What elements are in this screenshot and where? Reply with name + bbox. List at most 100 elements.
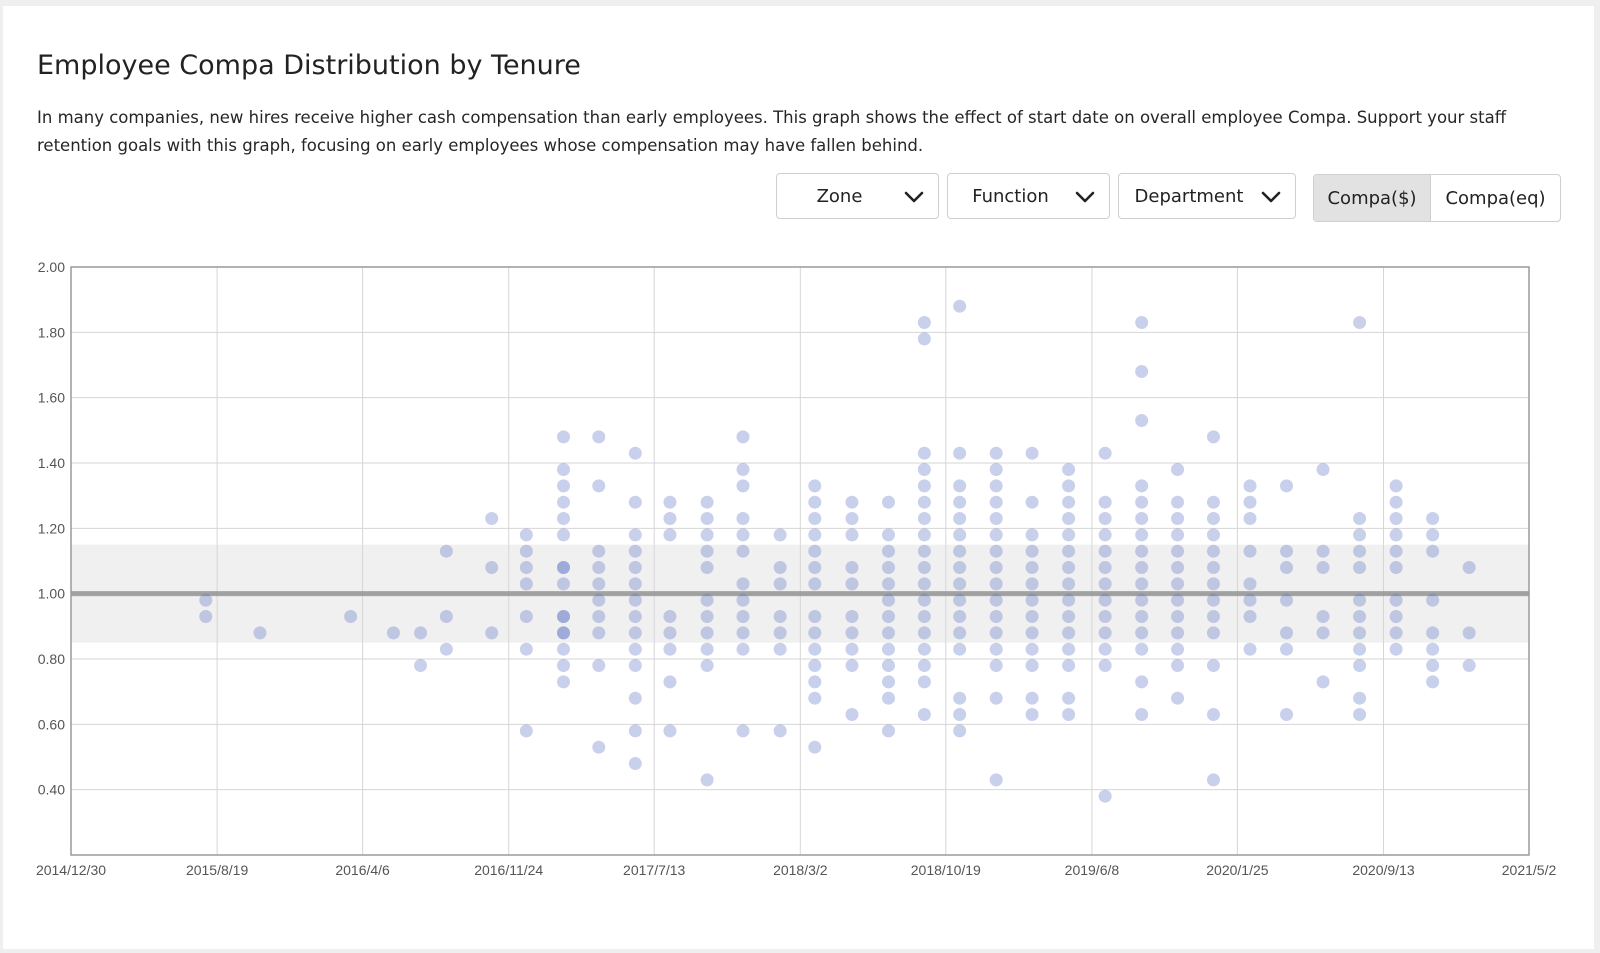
data-point [557,495,571,509]
data-point [485,561,499,575]
x-tick-label: 2018/10/19 [911,862,981,878]
data-point [953,561,967,575]
data-point [557,626,571,640]
data-point [989,561,1003,575]
y-tick-label: 1.00 [38,586,65,602]
data-point [1135,610,1149,624]
data-point [1098,626,1112,640]
data-point [845,642,859,656]
data-point [917,708,931,722]
data-point [1280,642,1294,656]
data-point [1280,479,1294,493]
function-filter-dropdown[interactable]: Function [947,173,1110,219]
data-point [592,430,606,444]
data-point [917,316,931,330]
data-point [1353,659,1367,673]
compa-eq-toggle[interactable]: Compa(eq) [1445,187,1546,209]
data-point [1206,610,1220,624]
data-point [773,642,787,656]
data-point [953,479,967,493]
department-filter-dropdown[interactable]: Department [1118,173,1296,219]
data-point [592,626,606,640]
data-point [989,528,1003,542]
data-point [628,593,642,607]
data-point [557,479,571,493]
data-point [519,642,533,656]
data-point [199,610,213,624]
y-tick-label: 2.00 [38,259,65,275]
x-tick-label: 2018/3/2 [773,862,828,878]
y-tick-label: 1.20 [38,520,65,536]
data-point [1243,495,1257,509]
data-point [1206,773,1220,787]
zone-filter-dropdown[interactable]: Zone [776,173,939,219]
data-point [1025,495,1039,509]
data-point [989,577,1003,591]
data-point [881,626,895,640]
data-point [773,610,787,624]
data-point [1098,577,1112,591]
x-tick-label: 2020/9/13 [1352,862,1414,878]
data-point [1353,316,1367,330]
data-point [808,642,822,656]
data-point [592,577,606,591]
data-point [1062,479,1076,493]
data-point [628,757,642,771]
function-filter-label: Function [972,186,1049,207]
data-point [519,577,533,591]
page-title: Employee Compa Distribution by Tenure [37,50,581,81]
x-tick-label: 2015/8/19 [186,862,248,878]
chevron-down-icon [1075,191,1095,203]
data-point [1025,528,1039,542]
compa-dollar-toggle[interactable]: Compa($) [1314,175,1432,221]
data-point [1062,544,1076,558]
data-point [736,577,750,591]
data-point [953,593,967,607]
data-point [917,463,931,477]
data-point [1135,577,1149,591]
data-point [557,528,571,542]
data-point [1206,528,1220,542]
data-point [519,544,533,558]
data-point [1062,577,1076,591]
data-point [485,512,499,526]
data-point [1316,626,1330,640]
data-point [1062,691,1076,705]
data-point [881,610,895,624]
data-point [1353,708,1367,722]
data-point [1025,626,1039,640]
x-tick-label: 2019/6/8 [1065,862,1120,878]
data-point [1280,544,1294,558]
data-point [1135,365,1149,379]
data-point [953,299,967,313]
data-point [700,659,714,673]
data-point [1389,512,1403,526]
data-point [1025,446,1039,460]
data-point [1062,495,1076,509]
data-point [557,463,571,477]
data-point [1062,708,1076,722]
data-point [1462,626,1476,640]
data-point [1098,610,1112,624]
data-point [700,495,714,509]
data-point [628,642,642,656]
data-point [845,577,859,591]
data-point [1389,544,1403,558]
data-point [1098,446,1112,460]
data-point [1206,430,1220,444]
data-point [700,593,714,607]
data-point [881,659,895,673]
data-point [557,675,571,689]
data-point [1316,675,1330,689]
data-point [386,626,400,640]
data-point [808,479,822,493]
data-point [1353,626,1367,640]
data-point [628,659,642,673]
data-point [1206,577,1220,591]
data-point [700,512,714,526]
data-point [1171,577,1185,591]
data-point [808,544,822,558]
data-point [1098,528,1112,542]
data-point [1353,512,1367,526]
